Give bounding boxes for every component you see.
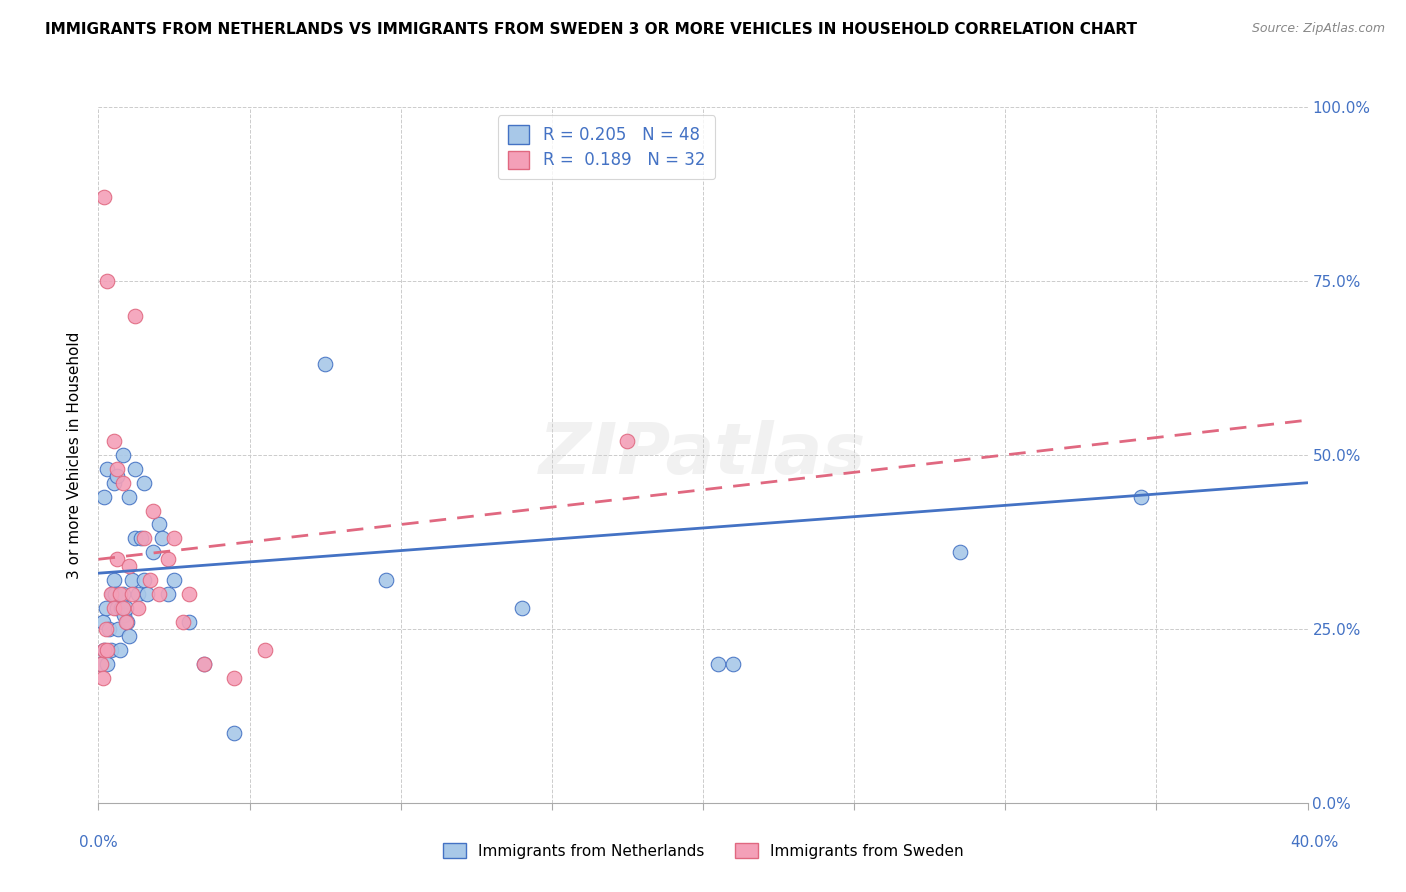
Legend: R = 0.205   N = 48, R =  0.189   N = 32: R = 0.205 N = 48, R = 0.189 N = 32 bbox=[498, 115, 716, 179]
Point bbox=[105, 468, 128, 483]
Point bbox=[105, 462, 128, 476]
Point bbox=[110, 601, 132, 615]
Point bbox=[101, 587, 124, 601]
Point bbox=[96, 642, 118, 657]
Point bbox=[118, 490, 141, 504]
Y-axis label: 3 or more Vehicles in Household: 3 or more Vehicles in Household bbox=[67, 331, 83, 579]
Point bbox=[93, 642, 115, 657]
Point bbox=[148, 517, 170, 532]
Point bbox=[132, 532, 155, 546]
Point bbox=[616, 434, 638, 448]
Point bbox=[93, 642, 115, 657]
Text: IMMIGRANTS FROM NETHERLANDS VS IMMIGRANTS FROM SWEDEN 3 OR MORE VEHICLES IN HOUS: IMMIGRANTS FROM NETHERLANDS VS IMMIGRANT… bbox=[45, 22, 1136, 37]
Point bbox=[94, 622, 117, 636]
Point bbox=[108, 642, 131, 657]
Point bbox=[111, 587, 134, 601]
Point bbox=[127, 601, 149, 615]
Point bbox=[124, 462, 146, 476]
Point bbox=[96, 657, 118, 671]
Point bbox=[111, 601, 134, 615]
Point bbox=[172, 615, 194, 629]
Point bbox=[224, 671, 246, 685]
Point bbox=[132, 573, 155, 587]
Point bbox=[253, 642, 276, 657]
Text: 0.0%: 0.0% bbox=[79, 836, 118, 850]
Point bbox=[98, 622, 121, 636]
Point bbox=[96, 274, 118, 288]
Point bbox=[93, 190, 115, 204]
Point bbox=[224, 726, 246, 740]
Point bbox=[115, 615, 138, 629]
Point bbox=[100, 587, 122, 601]
Point bbox=[90, 657, 112, 671]
Point bbox=[91, 615, 114, 629]
Point bbox=[142, 545, 165, 559]
Point bbox=[118, 629, 141, 643]
Point bbox=[94, 601, 117, 615]
Point bbox=[148, 587, 170, 601]
Point bbox=[314, 358, 336, 372]
Point bbox=[150, 532, 173, 546]
Point bbox=[93, 490, 115, 504]
Point bbox=[163, 573, 186, 587]
Text: ZIPatlas: ZIPatlas bbox=[540, 420, 866, 490]
Point bbox=[103, 601, 125, 615]
Point bbox=[193, 657, 215, 671]
Point bbox=[90, 657, 112, 671]
Point bbox=[111, 448, 134, 462]
Point bbox=[114, 601, 136, 615]
Point bbox=[193, 657, 215, 671]
Point bbox=[156, 587, 179, 601]
Point bbox=[124, 309, 146, 323]
Point bbox=[91, 671, 114, 685]
Point bbox=[142, 503, 165, 517]
Text: Source: ZipAtlas.com: Source: ZipAtlas.com bbox=[1251, 22, 1385, 36]
Text: 40.0%: 40.0% bbox=[1291, 836, 1339, 850]
Point bbox=[156, 552, 179, 566]
Point bbox=[105, 601, 128, 615]
Point bbox=[510, 601, 533, 615]
Point bbox=[121, 587, 143, 601]
Point bbox=[103, 573, 125, 587]
Point bbox=[139, 573, 162, 587]
Point bbox=[1130, 490, 1153, 504]
Point bbox=[121, 573, 143, 587]
Point bbox=[104, 587, 127, 601]
Point bbox=[135, 587, 157, 601]
Point bbox=[112, 607, 135, 622]
Point bbox=[179, 615, 201, 629]
Point bbox=[103, 475, 125, 490]
Point bbox=[114, 615, 136, 629]
Point bbox=[179, 587, 201, 601]
Point bbox=[105, 552, 128, 566]
Point bbox=[949, 545, 972, 559]
Point bbox=[163, 532, 186, 546]
Point bbox=[107, 622, 129, 636]
Point bbox=[103, 434, 125, 448]
Point bbox=[127, 587, 149, 601]
Point bbox=[707, 657, 730, 671]
Point bbox=[108, 587, 131, 601]
Point bbox=[124, 532, 146, 546]
Point bbox=[132, 475, 155, 490]
Point bbox=[723, 657, 745, 671]
Point bbox=[96, 462, 118, 476]
Point bbox=[129, 532, 152, 546]
Point bbox=[374, 573, 396, 587]
Point bbox=[118, 559, 141, 574]
Point bbox=[100, 642, 122, 657]
Point bbox=[111, 475, 134, 490]
